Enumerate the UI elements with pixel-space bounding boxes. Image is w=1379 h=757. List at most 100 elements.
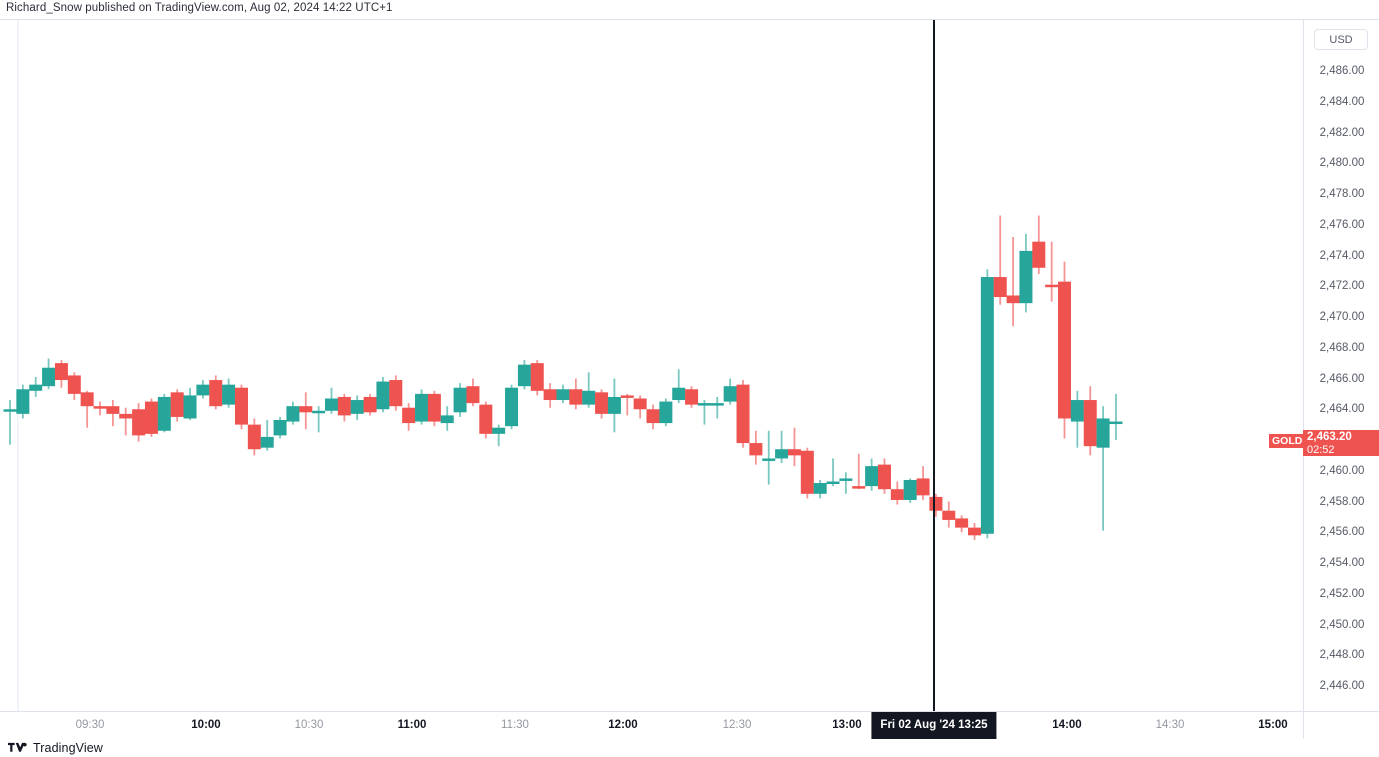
candlestick [659,398,673,427]
candlestick [222,378,236,408]
candlestick [273,416,287,439]
last-price-value: 2,463.20 [1307,430,1352,443]
candlestick [106,400,120,427]
time-axis-tick: 12:30 [722,719,752,731]
candlestick [839,472,853,494]
candlestick [813,479,827,499]
price-axis-tick: 2,478.00 [1319,188,1365,200]
candlestick [234,384,248,430]
price-axis-tick: 2,474.00 [1319,249,1365,262]
tradingview-logo-icon [8,742,27,752]
candlestick [903,478,917,504]
candlestick [1019,233,1033,313]
candlestick [620,393,634,416]
candlestick [3,400,17,445]
candlestick [968,523,981,540]
price-axis-tick: 2,468.00 [1319,341,1365,354]
candlestick [993,215,1007,305]
candlestick [1070,390,1084,448]
candlestick [1045,241,1059,302]
time-axis-tick: 14:30 [1155,719,1185,731]
candlestick [877,458,891,494]
candlestick [505,384,519,430]
candlestick [710,396,724,419]
candlestick [569,378,583,410]
candlestick [852,453,866,490]
candlestick [595,389,609,419]
candlestick [183,387,197,421]
time-axis-tick: 13:00 [832,719,862,731]
candlestick [144,398,158,437]
candlestick-series [3,215,1123,540]
candlestick [865,458,879,491]
candlestick [1109,393,1123,441]
price-axis-tick: 2,452.00 [1319,587,1365,600]
price-axis-tick: 2,454.00 [1319,557,1365,569]
candlestick [955,515,969,533]
candlestick [402,403,416,431]
candlestick [543,383,557,408]
candlestick [826,458,840,487]
candlestick [890,481,904,505]
price-axis-tick: 2,466.00 [1319,372,1365,385]
candlestick [170,389,184,422]
price-chart-pane[interactable] [0,20,1303,712]
price-axis-tick: 2,450.00 [1319,618,1365,631]
candlestick [685,386,699,408]
price-axis-tick: 2,470.00 [1319,311,1365,323]
time-axis-tick: 12:00 [608,719,638,731]
price-axis-tick: 2,476.00 [1319,218,1365,231]
candlestick [299,392,313,430]
candlestick [980,269,994,539]
price-axis-tick: 2,456.00 [1319,526,1365,539]
candlestick [119,407,133,436]
candlestick [54,360,68,388]
candlestick [286,401,300,425]
candlestick [247,418,261,456]
candlestick [736,380,750,448]
candlestick [337,393,351,422]
time-axis-tick: 09:30 [75,719,105,731]
time-axis[interactable]: 09:30 10:00 10:30 11:00 11:30 12:00 12:30 13:00… [0,711,1379,739]
candlestick [916,466,930,500]
candlestick [157,393,171,433]
candlestick [800,447,814,499]
candlestick [196,380,210,399]
candlestick [762,430,776,485]
price-axis-tick: 2,486.00 [1319,65,1365,77]
candlestick [556,384,570,404]
last-price-tag: 2,463.20 02:52 [1303,429,1379,456]
time-axis-tick: 14:00 [1052,719,1082,731]
attribution-text: Richard_Snow published on TradingView.co… [6,2,393,14]
candlestick [132,403,146,442]
time-axis-tick: 10:00 [191,719,221,731]
candlestick [942,501,956,528]
price-axis-tick: 2,480.00 [1319,157,1365,170]
chart-frame: USD 2,486.00 2,484.00 2,482.00 2,480.00 2,47… [0,19,1379,712]
candlestick [672,369,686,404]
time-axis-tick: 11:30 [501,719,529,731]
candlestick [697,400,711,425]
candlestick [492,424,506,447]
currency-badge[interactable]: USD [1314,29,1368,50]
crosshair-vertical-line [933,20,935,712]
price-axis-tick: 2,482.00 [1319,126,1365,139]
candlestick [427,390,441,427]
candlestick [1032,215,1046,274]
candlestick [1058,261,1072,439]
candlestick [29,376,43,397]
candlestick [260,420,274,451]
candlestick [350,395,364,421]
candlestick [517,360,531,390]
candlestick [607,378,621,433]
price-axis-tick: 2,460.00 [1319,464,1365,477]
price-axis[interactable]: USD 2,486.00 2,484.00 2,482.00 2,480.00 2,47… [1303,20,1379,712]
crosshair-time-label: Fri 02 Aug '24 13:25 [871,712,997,739]
candlestick [1083,386,1097,456]
candlestick [93,401,107,416]
candlestick [775,430,789,464]
candlestick [376,376,390,413]
candlestick [389,375,403,411]
candlestick [723,378,737,405]
candlestick [582,372,596,408]
